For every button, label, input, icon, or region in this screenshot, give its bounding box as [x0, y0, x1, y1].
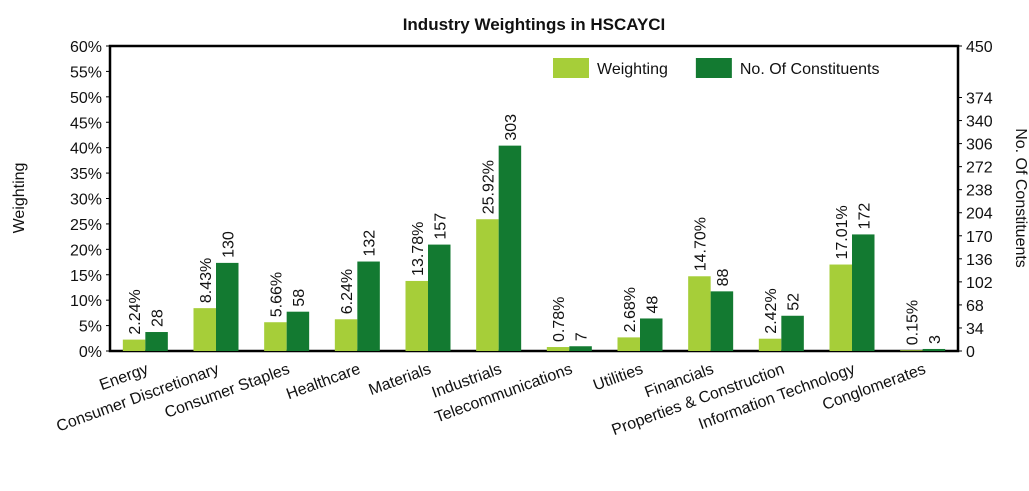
data-label: 0.15%: [904, 300, 921, 345]
bar: [476, 219, 499, 351]
data-label: 17.01%: [834, 205, 851, 259]
x-tick-label: Healthcare: [284, 361, 363, 403]
y2-tick-label: 238: [966, 183, 993, 200]
legend-swatch: [553, 58, 589, 78]
y2-tick-label: 450: [966, 39, 993, 56]
data-label: 48: [644, 296, 661, 314]
y2-axis-title: No. Of Constituents: [1012, 128, 1029, 268]
y2-tick-label: 374: [966, 91, 993, 108]
y2-tick-label: 136: [966, 252, 993, 269]
y-tick-label: 5%: [79, 319, 102, 336]
data-label: 8.43%: [198, 258, 215, 303]
legend-swatch: [695, 58, 732, 78]
y-tick-label: 15%: [70, 268, 102, 285]
y-tick-label: 30%: [70, 192, 102, 209]
bar: [286, 311, 310, 351]
data-label: 52: [786, 293, 803, 311]
bar: [758, 338, 782, 351]
data-label: 7: [574, 332, 591, 341]
bar: [405, 280, 428, 351]
y-tick-label: 60%: [70, 39, 102, 56]
data-label: 2.68%: [622, 287, 639, 332]
y-tick-label: 45%: [70, 115, 102, 132]
data-label: 5.66%: [268, 272, 285, 317]
bar: [900, 350, 923, 351]
data-label: 6.24%: [339, 269, 356, 314]
bar: [617, 337, 640, 351]
y2-tick-label: 102: [966, 275, 993, 292]
y2-tick-label: 170: [966, 229, 993, 246]
x-tick-label: Consumer Staples: [163, 361, 293, 422]
data-label: 157: [432, 213, 449, 240]
y2-tick-label: 204: [966, 206, 993, 223]
data-label: 14.70%: [692, 217, 709, 271]
y2-tick-label: 68: [966, 298, 984, 315]
y-tick-label: 55%: [70, 64, 102, 81]
data-label: 3: [927, 335, 944, 344]
data-label: 130: [220, 231, 237, 258]
data-label: 88: [715, 268, 732, 286]
y-tick-label: 0%: [79, 344, 102, 361]
y-tick-label: 50%: [70, 90, 102, 107]
bar: [264, 322, 287, 351]
data-label: 58: [291, 289, 308, 307]
y-axis-title: Weighting: [11, 163, 28, 234]
y-tick-label: 35%: [70, 166, 102, 183]
x-tick-label: Utilities: [591, 361, 645, 395]
y2-tick-label: 306: [966, 137, 993, 154]
data-label: 0.78%: [551, 297, 568, 342]
bar: [428, 244, 451, 351]
y2-tick-label: 340: [966, 114, 993, 131]
bar: [498, 145, 522, 351]
y2-tick-label: 272: [966, 160, 993, 177]
bar: [357, 261, 380, 351]
y-tick-label: 25%: [70, 217, 102, 234]
y-tick-label: 10%: [70, 293, 102, 310]
data-label: 25.92%: [480, 160, 497, 214]
bar: [829, 264, 852, 351]
bar: [922, 348, 946, 351]
data-label: 28: [150, 309, 167, 327]
bar: [145, 332, 168, 351]
bar: [852, 234, 875, 351]
y2-tick-label: 0: [966, 344, 975, 361]
data-label: 2.24%: [127, 289, 144, 334]
bar: [710, 291, 734, 351]
y-tick-label: 20%: [70, 242, 102, 259]
data-label: 13.78%: [410, 222, 427, 276]
data-label: 132: [362, 230, 379, 257]
bar: [640, 318, 663, 351]
bar: [334, 319, 358, 351]
bar: [546, 347, 570, 351]
bar: [569, 346, 592, 351]
bar: [781, 315, 804, 351]
bar: [122, 339, 146, 351]
y-tick-label: 40%: [70, 141, 102, 158]
data-label: 2.42%: [763, 288, 780, 333]
y2-tick-label: 34: [966, 321, 984, 338]
bar: [193, 308, 216, 351]
data-label: 172: [856, 203, 873, 230]
x-tick-label: Materials: [367, 361, 434, 399]
data-label: 303: [503, 114, 520, 141]
legend-label: Weighting: [597, 61, 668, 78]
bar: [688, 276, 711, 351]
chart-title: Industry Weightings in HSCAYCI: [403, 15, 666, 34]
legend-label: No. Of Constituents: [740, 61, 880, 78]
bar: [216, 262, 239, 351]
